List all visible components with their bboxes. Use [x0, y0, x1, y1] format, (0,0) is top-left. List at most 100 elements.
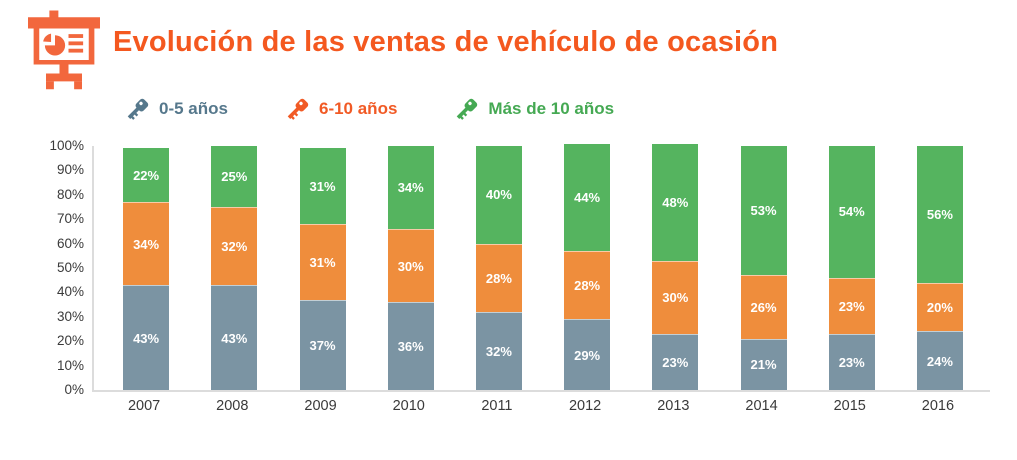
- bar-segment-label: 22%: [133, 167, 160, 183]
- bar-segment: 31%: [299, 224, 346, 300]
- bar-segment: 32%: [475, 311, 522, 390]
- bar-segment-label: 24%: [926, 353, 953, 369]
- bar-segment-label: 30%: [397, 258, 424, 274]
- bar-segment-label: 20%: [926, 300, 953, 316]
- legend-item-6-10: 6-10 años: [284, 96, 397, 123]
- bar-segment-label: 23%: [662, 354, 689, 370]
- x-axis-label: 2012: [568, 398, 602, 414]
- page-title: Evolución de las ventas de vehículo de o…: [113, 26, 779, 58]
- bar-segment: 22%: [123, 148, 170, 203]
- bar-segment: 56%: [916, 146, 963, 283]
- bar-segment: 48%: [652, 143, 699, 261]
- bar-segment-label: 48%: [662, 194, 689, 210]
- bar-segment: 23%: [828, 277, 875, 334]
- bar-segment-label: 37%: [309, 337, 336, 353]
- car-key-icon: [127, 98, 149, 120]
- y-axis-tick-label: 60%: [56, 235, 84, 251]
- bar-segment-label: 54%: [838, 204, 865, 220]
- bar-segment: 23%: [828, 333, 875, 390]
- bar-segment-label: 29%: [574, 347, 601, 363]
- bar-segment: 23%: [652, 333, 699, 390]
- y-axis-tick-label: 80%: [56, 186, 84, 202]
- legend-label: Más de 10 años: [488, 99, 615, 118]
- bar-segment: 25%: [211, 146, 258, 208]
- y-axis-tick-label: 50%: [56, 260, 84, 275]
- bar-segment-label: 28%: [574, 278, 601, 294]
- y-axis-tick-label: 10%: [56, 357, 84, 373]
- plot-area: 0% 10% 20% 30% 40% 50% 60% 70% 80% 90% 100% 43% 34%…: [49, 138, 990, 397]
- bar-segment-label: 21%: [750, 357, 777, 373]
- x-axis-label: 2015: [833, 398, 866, 414]
- bar-segment-label: 30%: [662, 290, 689, 306]
- bar-segment: 34%: [123, 202, 170, 286]
- bar-column: 23% 23% 54%: [808, 146, 896, 390]
- bar-segment: 28%: [475, 243, 522, 312]
- bar-segment: 43%: [211, 285, 258, 390]
- bar-column: 36% 30% 34%: [367, 146, 455, 390]
- bar-column: 43% 34% 22%: [102, 146, 190, 390]
- bar-segment: 32%: [211, 207, 258, 286]
- bar-segment: 29%: [564, 319, 611, 390]
- bar-column: 37% 31% 31%: [278, 146, 366, 390]
- bar-segment: 28%: [564, 250, 611, 320]
- y-axis-tick-label: 30%: [56, 308, 84, 324]
- bar-segment-label: 53%: [750, 203, 777, 219]
- bar-segment-label: 26%: [750, 300, 777, 316]
- bar-segment-label: 44%: [574, 189, 601, 205]
- legend-label: 0-5 años: [159, 99, 228, 118]
- x-axis-label: 2007: [127, 398, 161, 414]
- bar-segment: 36%: [387, 302, 434, 390]
- bar-segment: 20%: [916, 282, 963, 332]
- x-axis-label: 2013: [657, 398, 690, 414]
- bar-segment: 31%: [299, 148, 346, 225]
- bar-segment: 53%: [740, 146, 787, 276]
- bar-segment: 24%: [916, 331, 963, 390]
- bar-segment-label: 31%: [309, 254, 336, 270]
- bar-segment-label: 34%: [133, 236, 160, 252]
- x-axis-label: 2011: [481, 398, 513, 414]
- bar-segment-label: 32%: [221, 239, 248, 255]
- bar-segment: 44%: [564, 143, 611, 251]
- legend-label: 6-10 años: [318, 99, 398, 118]
- bar-column: 23% 30% 48%: [631, 143, 719, 390]
- x-axis-label: 2009: [304, 398, 337, 414]
- bar-column: 24% 20% 56%: [896, 146, 984, 390]
- x-axis-label: 2008: [216, 398, 249, 414]
- bar-segment-label: 23%: [838, 298, 865, 314]
- bar-column: 32% 28% 40%: [455, 146, 543, 390]
- bar-segment: 37%: [299, 299, 346, 390]
- bar-segment: 21%: [740, 338, 787, 390]
- bar-column: 29% 28% 44%: [543, 143, 631, 390]
- bar-segment-label: 31%: [309, 178, 336, 194]
- legend-item-mas-10: Más de 10 años: [453, 96, 614, 123]
- bar-segment-label: 34%: [397, 180, 424, 195]
- presentation-pie-chart-icon: [28, 10, 100, 90]
- car-key-icon: [287, 98, 309, 120]
- car-key-icon: [457, 98, 478, 120]
- x-axis-label: 2016: [921, 398, 955, 414]
- bar-segment-label: 56%: [926, 206, 953, 222]
- bar-segment: 30%: [387, 228, 434, 303]
- x-axis-label: 2014: [745, 398, 778, 414]
- bar-segment-label: 28%: [485, 270, 512, 286]
- bar-segment-label: 40%: [485, 187, 512, 203]
- y-axis-tick-label: 70%: [56, 211, 84, 227]
- bar-segment: 34%: [387, 146, 434, 229]
- x-axis-label: 2010: [392, 398, 425, 414]
- y-axis-tick-label: 20%: [56, 333, 84, 349]
- bar-segment-label: 32%: [485, 343, 512, 359]
- y-axis-tick-label: 90%: [56, 162, 84, 178]
- bar-segment-label: 43%: [133, 330, 160, 346]
- bars: 43% 34% 22% 43% 32% 25% 37% 31% 31% 36% 30% 34% 32% 2…: [102, 143, 984, 390]
- chart-legend: 0-5 años 6-10 años: [124, 92, 614, 126]
- bar-segment: 26%: [740, 275, 787, 339]
- bar-segment: 54%: [828, 146, 875, 278]
- bar-segment-label: 36%: [397, 339, 424, 355]
- bar-segment-label: 23%: [838, 354, 865, 370]
- legend-item-0-5: 0-5 años: [124, 96, 228, 123]
- bar-column: 21% 26% 53%: [719, 146, 807, 390]
- bar-column: 43% 32% 25%: [190, 146, 278, 390]
- y-axis-tick-label: 40%: [56, 284, 84, 300]
- y-axis-tick-label: 100%: [49, 138, 84, 153]
